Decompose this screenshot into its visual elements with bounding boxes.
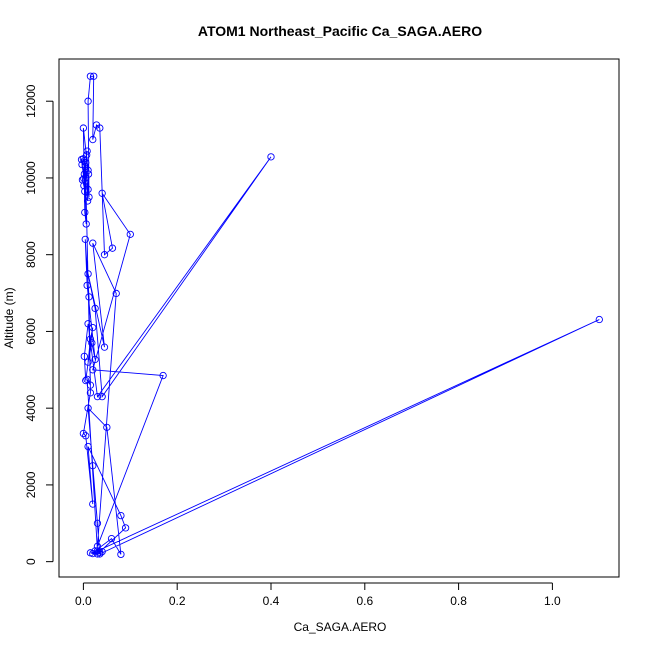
data-point — [91, 304, 99, 313]
data-point — [112, 289, 120, 298]
chart-title: ATOM1 Northeast_Pacific Ca_SAGA.AERO — [198, 23, 482, 39]
data-point — [107, 534, 116, 543]
y-tick-label: 6000 — [24, 318, 38, 345]
x-axis-label: Ca_SAGA.AERO — [294, 620, 387, 634]
data-point — [100, 251, 109, 259]
data-point — [90, 72, 98, 80]
y-tick-label: 10000 — [24, 161, 38, 195]
data-point — [81, 235, 89, 243]
data-point — [81, 208, 89, 217]
data-point — [82, 432, 90, 440]
y-tick-label: 4000 — [24, 395, 38, 422]
data-point — [84, 442, 92, 451]
data-point — [159, 371, 167, 380]
data-point — [83, 375, 91, 384]
data-point — [86, 549, 95, 557]
data-point — [98, 189, 106, 197]
data-point — [83, 197, 92, 205]
data-point — [96, 124, 104, 132]
data-point — [89, 323, 97, 332]
data-series — [77, 72, 603, 559]
data-point — [83, 281, 91, 290]
data-point — [89, 366, 97, 374]
data-point — [100, 343, 109, 351]
data-point — [77, 155, 86, 164]
series-line — [80, 75, 600, 555]
data-point — [86, 72, 95, 80]
data-point — [86, 389, 95, 397]
data-point — [89, 239, 97, 247]
data-point — [83, 151, 91, 159]
x-tick-label: 0.6 — [356, 594, 373, 608]
data-point — [126, 230, 134, 239]
data-point — [93, 547, 102, 555]
data-point — [89, 500, 97, 508]
data-point — [93, 542, 102, 550]
data-point — [84, 404, 92, 412]
data-point — [93, 393, 102, 401]
data-point — [89, 462, 97, 470]
data-point — [84, 270, 92, 278]
y-tick-label: 0 — [24, 558, 38, 565]
x-tick-label: 0.2 — [169, 594, 186, 608]
data-point — [117, 550, 125, 559]
data-point — [98, 393, 106, 401]
y-tick-label: 2000 — [24, 471, 38, 498]
data-point — [80, 352, 88, 361]
data-point — [80, 181, 88, 190]
data-point — [121, 524, 130, 532]
y-axis: 0 2000 4000 6000 8000 10000 12000 — [24, 84, 54, 565]
x-tick-label: 0.4 — [263, 594, 280, 608]
x-tick-label: 0.8 — [450, 594, 467, 608]
data-point — [93, 519, 102, 527]
y-tick-label: 12000 — [24, 84, 38, 118]
data-point — [88, 339, 96, 347]
x-tick-label: 1.0 — [544, 594, 561, 608]
plot-area-border — [58, 58, 620, 578]
data-point — [117, 511, 125, 520]
data-point — [79, 124, 88, 132]
x-tick-label: 0.0 — [75, 594, 92, 608]
data-point — [84, 358, 92, 366]
x-axis: 0.0 0.2 0.4 0.6 0.8 1.0 — [75, 582, 561, 608]
data-point — [595, 315, 603, 324]
data-point — [103, 423, 111, 432]
data-point — [84, 320, 92, 328]
y-axis-label: Altitude (m) — [2, 287, 16, 348]
data-point — [84, 166, 92, 174]
data-point — [86, 335, 95, 343]
data-point — [108, 244, 117, 252]
data-point — [85, 193, 93, 201]
data-point — [86, 381, 95, 389]
data-point — [84, 97, 92, 105]
data-point — [85, 293, 93, 301]
data-point — [89, 135, 97, 144]
data-point — [79, 429, 88, 438]
y-tick-label: 8000 — [24, 241, 38, 268]
data-point — [84, 185, 92, 194]
data-point — [82, 220, 90, 228]
data-point — [91, 355, 99, 364]
data-point — [83, 147, 91, 155]
data-point — [267, 153, 275, 161]
data-point — [84, 170, 93, 178]
data-point — [80, 175, 88, 183]
data-point — [82, 376, 90, 385]
